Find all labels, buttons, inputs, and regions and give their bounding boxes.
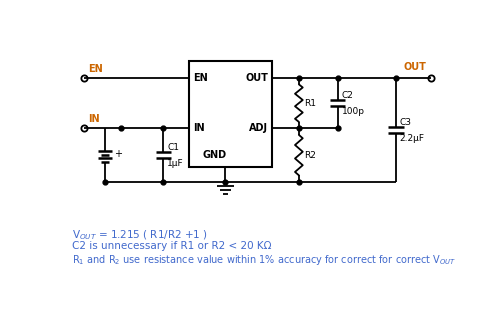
Text: ADJ: ADJ <box>249 123 268 133</box>
Text: R$_{1}$ and R$_{2}$ use resistance value within 1% accuracy for correct for corr: R$_{1}$ and R$_{2}$ use resistance value… <box>72 253 456 267</box>
Text: +: + <box>114 148 122 158</box>
Text: GND: GND <box>203 150 227 160</box>
Bar <box>189 61 272 167</box>
Text: C2 is unnecessary if R1 or R2 < 20 KΩ: C2 is unnecessary if R1 or R2 < 20 KΩ <box>72 241 272 250</box>
Text: C2: C2 <box>342 91 353 100</box>
Text: EN: EN <box>192 73 208 83</box>
Text: OUT: OUT <box>245 73 268 83</box>
Text: IN: IN <box>192 123 204 133</box>
Text: EN: EN <box>88 64 103 74</box>
Text: C1: C1 <box>167 143 179 152</box>
Text: IN: IN <box>88 114 100 124</box>
Text: OUT: OUT <box>404 62 427 72</box>
Text: 100p: 100p <box>342 107 364 116</box>
Text: 2.2μF: 2.2μF <box>400 134 424 143</box>
Text: C3: C3 <box>400 118 411 127</box>
Text: 1μF: 1μF <box>167 159 184 168</box>
Text: R2: R2 <box>304 150 316 160</box>
Text: R1: R1 <box>304 99 316 108</box>
Text: V$_{OUT}$ = 1.215 ( R1/R2 +1 ): V$_{OUT}$ = 1.215 ( R1/R2 +1 ) <box>72 228 208 242</box>
